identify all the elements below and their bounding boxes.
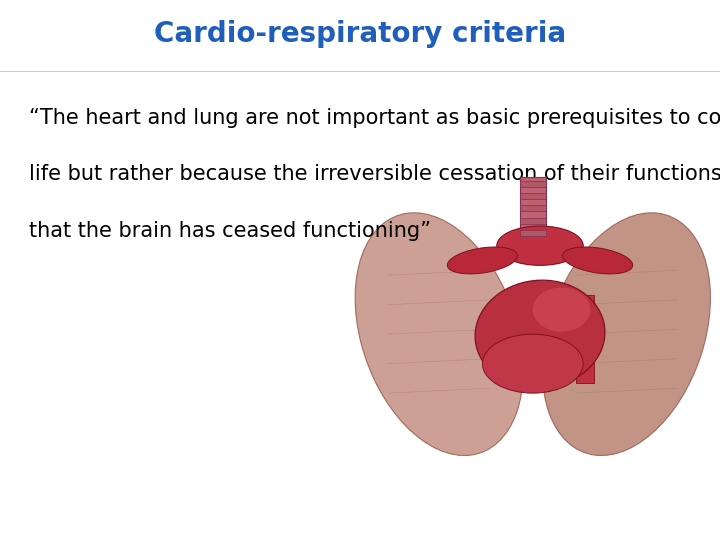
Ellipse shape: [562, 247, 633, 274]
Text: Professional Development Programme for Organ Donation: Professional Development Programme for O…: [22, 507, 613, 525]
Text: “The heart and lung are not important as basic prerequisites to continue: “The heart and lung are not important as…: [29, 108, 720, 128]
Bar: [520, 181, 546, 187]
Ellipse shape: [533, 287, 590, 332]
Ellipse shape: [355, 213, 523, 456]
Text: life but rather because the irreversible cessation of their functions shows: life but rather because the irreversible…: [29, 165, 720, 185]
Text: Cardio-respiratory criteria: Cardio-respiratory criteria: [154, 21, 566, 49]
Text: that the brain has ceased functioning”: that the brain has ceased functioning”: [29, 221, 431, 241]
Bar: [520, 177, 546, 246]
Ellipse shape: [497, 226, 583, 265]
Bar: [576, 295, 594, 383]
Ellipse shape: [475, 280, 605, 388]
Bar: [520, 230, 546, 236]
Bar: [520, 205, 546, 211]
Ellipse shape: [482, 334, 583, 393]
Ellipse shape: [447, 247, 518, 274]
Bar: [520, 218, 546, 224]
Text: 114: 114: [664, 507, 698, 525]
Ellipse shape: [542, 213, 711, 456]
Bar: [520, 193, 546, 199]
